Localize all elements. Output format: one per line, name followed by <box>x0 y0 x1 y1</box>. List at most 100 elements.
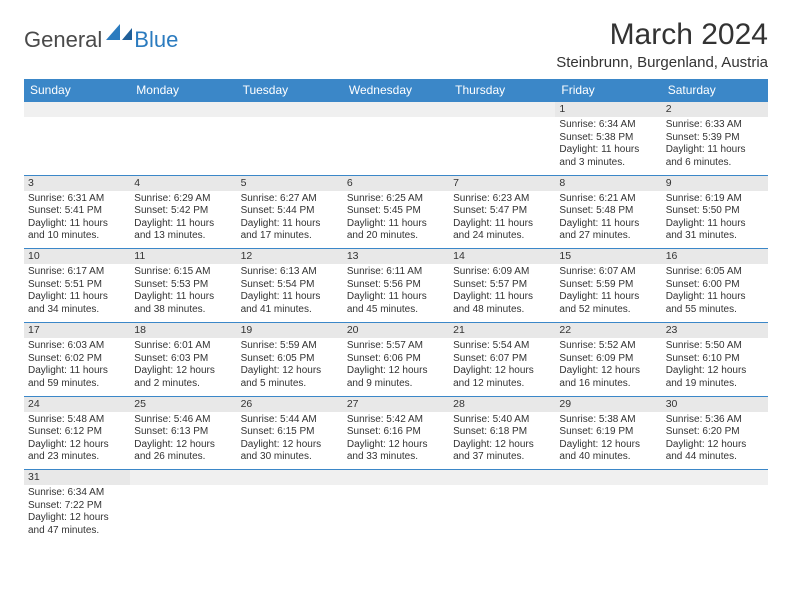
day-content-cell: Sunrise: 6:34 AMSunset: 5:38 PMDaylight:… <box>555 117 661 175</box>
daylight-line-2: and 17 minutes. <box>241 230 339 243</box>
daylight-line-1: Daylight: 12 hours <box>347 365 445 378</box>
sunrise-line: Sunrise: 5:46 AM <box>134 414 232 427</box>
daylight-line-2: and 38 minutes. <box>134 304 232 317</box>
daylight-line-1: Daylight: 12 hours <box>134 365 232 378</box>
daylight-line-2: and 48 minutes. <box>453 304 551 317</box>
daylight-line-2: and 3 minutes. <box>559 157 657 170</box>
sunrise-line: Sunrise: 6:23 AM <box>453 193 551 206</box>
day-content-cell: Sunrise: 6:23 AMSunset: 5:47 PMDaylight:… <box>449 191 555 249</box>
day-number-cell <box>449 102 555 118</box>
sunrise-line: Sunrise: 6:17 AM <box>28 266 126 279</box>
day-number-row: 31 <box>24 470 768 486</box>
day-number-cell: 31 <box>24 470 130 486</box>
sunrise-line: Sunrise: 6:29 AM <box>134 193 232 206</box>
daylight-line-2: and 44 minutes. <box>666 451 764 464</box>
page-header: General Blue March 2024 Steinbrunn, Burg… <box>24 18 768 71</box>
day-content-cell: Sunrise: 6:09 AMSunset: 5:57 PMDaylight:… <box>449 264 555 322</box>
day-number-cell: 7 <box>449 175 555 191</box>
daylight-line-2: and 27 minutes. <box>559 230 657 243</box>
day-content-cell <box>449 485 555 543</box>
daylight-line-1: Daylight: 12 hours <box>241 439 339 452</box>
day-content-cell: Sunrise: 5:48 AMSunset: 6:12 PMDaylight:… <box>24 412 130 470</box>
sunrise-line: Sunrise: 5:57 AM <box>347 340 445 353</box>
day-content-cell: Sunrise: 6:33 AMSunset: 5:39 PMDaylight:… <box>662 117 768 175</box>
day-content-cell: Sunrise: 6:31 AMSunset: 5:41 PMDaylight:… <box>24 191 130 249</box>
day-number-row: 10111213141516 <box>24 249 768 265</box>
sunset-line: Sunset: 5:51 PM <box>28 279 126 292</box>
day-content-cell: Sunrise: 6:11 AMSunset: 5:56 PMDaylight:… <box>343 264 449 322</box>
sunset-line: Sunset: 5:56 PM <box>347 279 445 292</box>
day-number-cell: 2 <box>662 102 768 118</box>
weekday-header: Wednesday <box>343 79 449 102</box>
day-number-cell: 4 <box>130 175 236 191</box>
sunset-line: Sunset: 5:59 PM <box>559 279 657 292</box>
sunset-line: Sunset: 6:05 PM <box>241 353 339 366</box>
day-number-cell <box>343 470 449 486</box>
day-number-cell <box>24 102 130 118</box>
day-number-row: 3456789 <box>24 175 768 191</box>
daylight-line-2: and 55 minutes. <box>666 304 764 317</box>
day-content-cell: Sunrise: 6:34 AMSunset: 7:22 PMDaylight:… <box>24 485 130 543</box>
day-number-cell: 15 <box>555 249 661 265</box>
daylight-line-1: Daylight: 12 hours <box>241 365 339 378</box>
day-number-cell <box>449 470 555 486</box>
daylight-line-2: and 20 minutes. <box>347 230 445 243</box>
day-content-cell <box>237 485 343 543</box>
sunrise-line: Sunrise: 6:03 AM <box>28 340 126 353</box>
day-content-cell <box>449 117 555 175</box>
day-content-cell: Sunrise: 5:59 AMSunset: 6:05 PMDaylight:… <box>237 338 343 396</box>
daylight-line-2: and 9 minutes. <box>347 378 445 391</box>
day-content-cell: Sunrise: 6:25 AMSunset: 5:45 PMDaylight:… <box>343 191 449 249</box>
day-content-cell: Sunrise: 6:27 AMSunset: 5:44 PMDaylight:… <box>237 191 343 249</box>
daylight-line-2: and 2 minutes. <box>134 378 232 391</box>
sunrise-line: Sunrise: 6:27 AM <box>241 193 339 206</box>
sunrise-line: Sunrise: 5:44 AM <box>241 414 339 427</box>
sunrise-line: Sunrise: 6:05 AM <box>666 266 764 279</box>
day-number-cell <box>343 102 449 118</box>
weekday-header: Monday <box>130 79 236 102</box>
day-number-cell <box>237 102 343 118</box>
daylight-line-1: Daylight: 12 hours <box>134 439 232 452</box>
daylight-line-1: Daylight: 12 hours <box>559 439 657 452</box>
day-number-cell: 3 <box>24 175 130 191</box>
day-number-cell: 29 <box>555 396 661 412</box>
day-content-cell <box>343 117 449 175</box>
sunset-line: Sunset: 7:22 PM <box>28 500 126 513</box>
day-number-cell: 5 <box>237 175 343 191</box>
sunset-line: Sunset: 5:42 PM <box>134 205 232 218</box>
sunset-line: Sunset: 5:50 PM <box>666 205 764 218</box>
day-number-cell: 10 <box>24 249 130 265</box>
daylight-line-1: Daylight: 11 hours <box>666 218 764 231</box>
day-number-cell: 11 <box>130 249 236 265</box>
logo-text-general: General <box>24 27 102 53</box>
sunset-line: Sunset: 6:02 PM <box>28 353 126 366</box>
daylight-line-2: and 33 minutes. <box>347 451 445 464</box>
daylight-line-2: and 41 minutes. <box>241 304 339 317</box>
daylight-line-2: and 37 minutes. <box>453 451 551 464</box>
sunset-line: Sunset: 6:18 PM <box>453 426 551 439</box>
day-number-cell <box>130 470 236 486</box>
sunset-line: Sunset: 5:45 PM <box>347 205 445 218</box>
logo: General Blue <box>24 24 178 55</box>
day-content-cell <box>237 117 343 175</box>
daylight-line-1: Daylight: 11 hours <box>28 218 126 231</box>
sunrise-line: Sunrise: 6:34 AM <box>28 487 126 500</box>
day-number-cell <box>555 470 661 486</box>
daylight-line-1: Daylight: 12 hours <box>453 439 551 452</box>
day-content-cell: Sunrise: 5:38 AMSunset: 6:19 PMDaylight:… <box>555 412 661 470</box>
sunset-line: Sunset: 6:13 PM <box>134 426 232 439</box>
day-content-cell <box>662 485 768 543</box>
sunrise-line: Sunrise: 6:33 AM <box>666 119 764 132</box>
sunrise-line: Sunrise: 5:36 AM <box>666 414 764 427</box>
sunset-line: Sunset: 6:12 PM <box>28 426 126 439</box>
day-number-cell: 27 <box>343 396 449 412</box>
daylight-line-1: Daylight: 11 hours <box>559 291 657 304</box>
daylight-line-2: and 19 minutes. <box>666 378 764 391</box>
sunset-line: Sunset: 6:15 PM <box>241 426 339 439</box>
day-content-cell: Sunrise: 5:36 AMSunset: 6:20 PMDaylight:… <box>662 412 768 470</box>
day-number-cell: 19 <box>237 322 343 338</box>
daylight-line-2: and 59 minutes. <box>28 378 126 391</box>
sunrise-line: Sunrise: 6:21 AM <box>559 193 657 206</box>
sunrise-line: Sunrise: 6:07 AM <box>559 266 657 279</box>
day-content-cell: Sunrise: 5:42 AMSunset: 6:16 PMDaylight:… <box>343 412 449 470</box>
